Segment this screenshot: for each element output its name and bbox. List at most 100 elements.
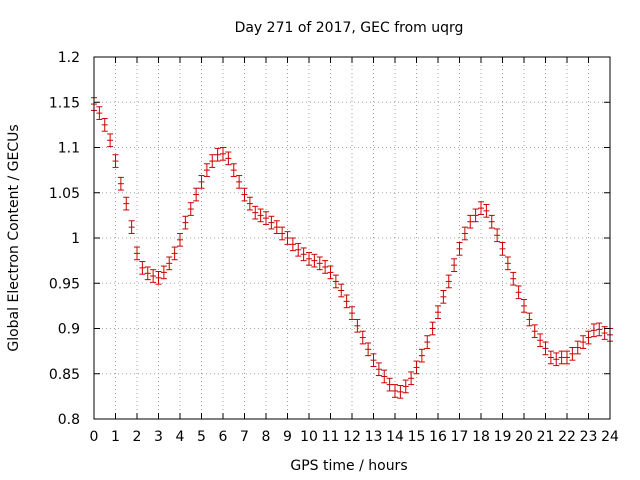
x-tick-label: 21 — [537, 429, 555, 445]
x-tick-label: 1 — [111, 429, 120, 445]
data-point — [134, 246, 140, 261]
x-tick-label: 10 — [300, 429, 318, 445]
x-axis-label: GPS time / hours — [290, 458, 407, 474]
y-tick-label: 0.9 — [58, 322, 80, 338]
data-point — [123, 196, 130, 211]
data-point — [408, 371, 415, 386]
data-point — [531, 324, 538, 339]
data-point — [198, 175, 205, 189]
data-point — [268, 215, 275, 230]
data-point — [214, 147, 221, 162]
data-point — [139, 261, 146, 275]
data-point — [402, 379, 409, 394]
data-point — [580, 335, 587, 349]
grid — [94, 57, 610, 419]
data-point — [590, 323, 597, 338]
data-point — [150, 269, 157, 283]
data-point — [343, 294, 350, 309]
data-point — [558, 350, 565, 365]
data-point — [300, 247, 307, 262]
x-tick-label: 9 — [283, 429, 292, 445]
data-point — [144, 266, 151, 281]
data-point — [284, 231, 291, 245]
x-tick-label: 16 — [429, 429, 447, 445]
data-point — [246, 196, 253, 211]
y-tick-label: 0.95 — [49, 276, 80, 292]
data-point — [101, 118, 108, 132]
x-tick-label: 0 — [90, 429, 99, 445]
data-point — [117, 176, 124, 191]
data-point — [182, 215, 189, 230]
data-point — [359, 330, 366, 345]
data-point — [596, 322, 603, 337]
data-point — [241, 187, 248, 202]
data-point — [515, 285, 522, 300]
data-point — [112, 154, 119, 168]
x-tick-label: 12 — [343, 429, 361, 445]
data-point — [187, 202, 194, 216]
data-point — [257, 208, 264, 223]
data-point — [510, 271, 517, 286]
data-point — [392, 384, 398, 398]
x-tick-label: 15 — [408, 429, 426, 445]
data-point — [381, 369, 388, 384]
data-point — [193, 187, 200, 202]
y-tick-label: 0.8 — [58, 412, 80, 428]
data-point — [440, 289, 447, 304]
data-point — [569, 347, 576, 361]
data-point — [209, 154, 216, 168]
x-tick-label: 23 — [580, 429, 598, 445]
data-point — [542, 341, 549, 356]
y-tick-label: 1.1 — [58, 141, 80, 157]
chart-title: Day 271 of 2017, GEC from uqrg — [235, 20, 464, 36]
data-point — [483, 204, 490, 218]
data-point — [365, 342, 372, 357]
data-point — [574, 340, 581, 355]
x-tick-label: 14 — [386, 429, 404, 445]
data-point — [177, 232, 183, 247]
x-tick-label: 18 — [472, 429, 490, 445]
data-point — [451, 258, 458, 272]
data-point — [386, 377, 393, 392]
data-point — [461, 226, 468, 241]
data-point — [225, 151, 232, 166]
data-point — [316, 256, 323, 271]
x-tick-label: 17 — [451, 429, 469, 445]
data-point — [547, 350, 554, 365]
data-point — [413, 360, 420, 375]
data-point — [263, 211, 269, 225]
data-point — [429, 321, 436, 336]
data-point — [494, 228, 501, 243]
data-point — [370, 353, 377, 368]
data-point — [279, 226, 286, 241]
data-point — [472, 208, 479, 223]
data-point — [96, 106, 103, 120]
data-point — [375, 362, 382, 377]
data-point — [456, 242, 463, 256]
data-point — [171, 246, 178, 261]
data-point — [488, 214, 495, 229]
x-tick-label: 20 — [515, 429, 533, 445]
data-point — [295, 242, 302, 257]
data-point — [289, 237, 296, 252]
x-tick-label: 5 — [197, 429, 206, 445]
data-point — [467, 214, 474, 229]
data-point — [322, 260, 329, 274]
data-point — [236, 175, 243, 189]
data-point — [311, 253, 318, 268]
data-point — [306, 251, 312, 266]
x-tick-label: 6 — [219, 429, 228, 445]
data-point — [564, 350, 570, 365]
x-tick-label: 8 — [262, 429, 271, 445]
x-tick-label: 13 — [365, 429, 383, 445]
data-point — [128, 220, 135, 234]
data-point — [349, 306, 355, 320]
y-tick-label: 1 — [71, 231, 80, 247]
data-point — [252, 205, 259, 220]
data-point — [445, 274, 452, 289]
data-point — [526, 312, 533, 327]
data-point — [166, 256, 173, 271]
data-point — [338, 283, 345, 298]
